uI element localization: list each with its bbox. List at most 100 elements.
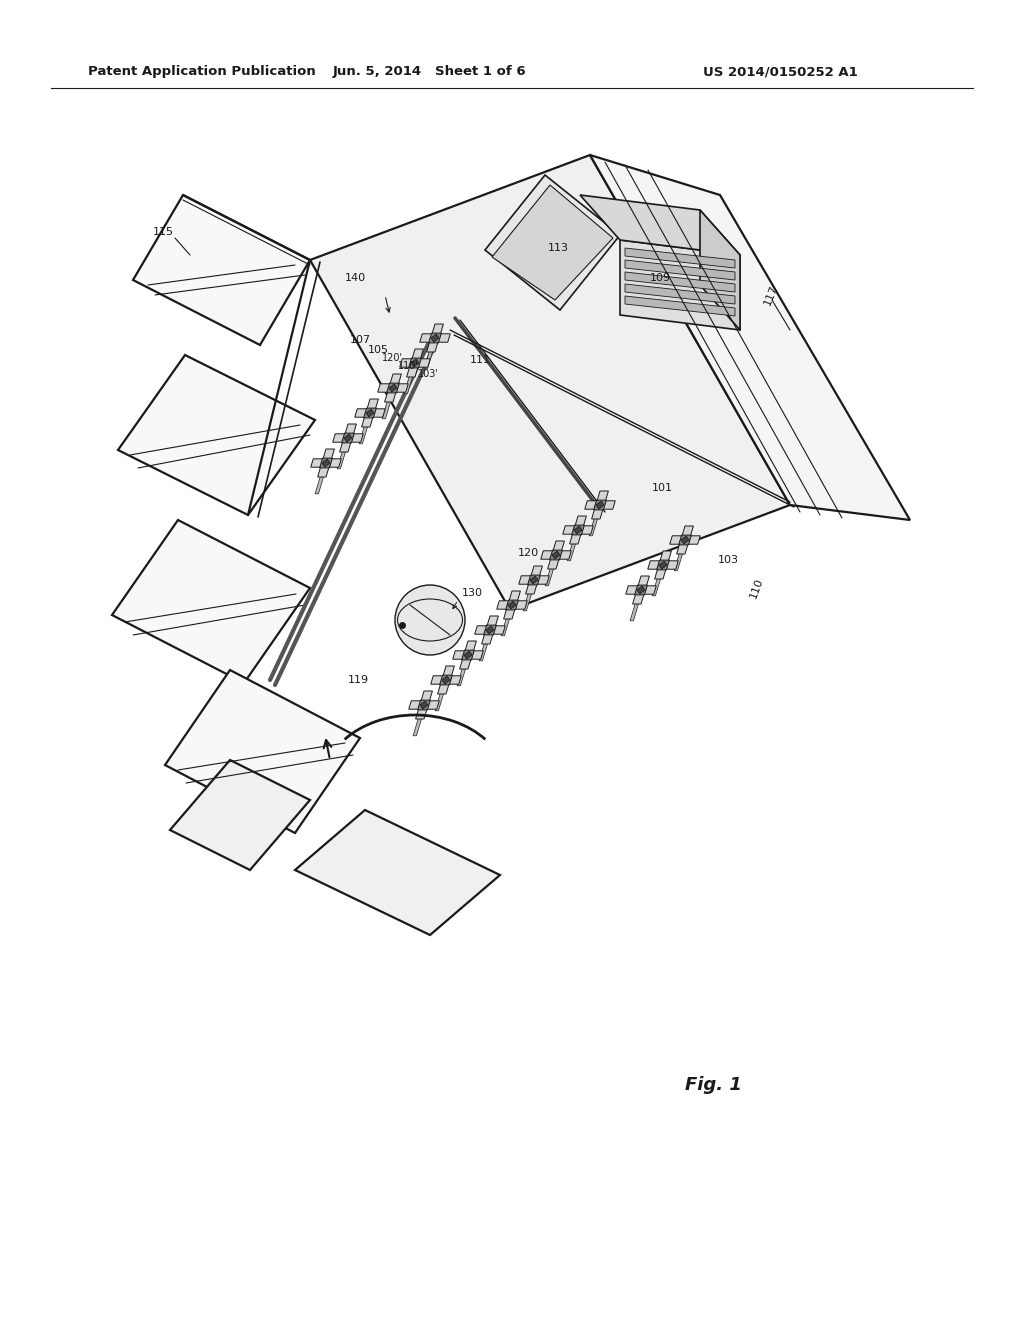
Polygon shape — [399, 359, 430, 367]
Polygon shape — [625, 272, 735, 292]
Polygon shape — [674, 552, 683, 570]
Polygon shape — [333, 434, 364, 442]
Polygon shape — [453, 651, 483, 659]
Polygon shape — [409, 358, 421, 368]
Polygon shape — [407, 348, 423, 378]
Polygon shape — [626, 586, 656, 594]
Polygon shape — [652, 577, 662, 595]
Polygon shape — [439, 675, 453, 685]
Polygon shape — [525, 566, 543, 594]
Text: 109: 109 — [650, 273, 671, 282]
Polygon shape — [416, 690, 432, 719]
Polygon shape — [319, 458, 333, 467]
Polygon shape — [420, 701, 428, 709]
Polygon shape — [364, 408, 377, 418]
Polygon shape — [550, 550, 562, 560]
Polygon shape — [457, 667, 466, 686]
Polygon shape — [585, 500, 615, 510]
Text: 107: 107 — [350, 335, 371, 345]
Polygon shape — [409, 701, 439, 709]
Polygon shape — [492, 185, 613, 300]
Polygon shape — [592, 491, 608, 519]
Polygon shape — [541, 550, 571, 560]
Polygon shape — [625, 284, 735, 304]
Polygon shape — [635, 585, 647, 595]
Polygon shape — [590, 154, 910, 520]
Polygon shape — [620, 240, 740, 330]
Polygon shape — [317, 449, 335, 477]
Polygon shape — [501, 616, 510, 636]
Polygon shape — [485, 176, 620, 310]
Polygon shape — [378, 384, 409, 392]
Text: 111: 111 — [470, 355, 490, 366]
Polygon shape — [594, 500, 606, 510]
Text: 103: 103 — [718, 554, 739, 565]
Text: 113: 113 — [548, 243, 569, 253]
Polygon shape — [654, 550, 672, 579]
Text: 130: 130 — [462, 587, 483, 598]
Polygon shape — [340, 424, 356, 451]
Polygon shape — [659, 561, 667, 569]
Polygon shape — [462, 651, 474, 660]
Polygon shape — [633, 576, 649, 605]
Text: 120': 120' — [382, 352, 403, 363]
Polygon shape — [295, 810, 500, 935]
Polygon shape — [519, 576, 549, 585]
Polygon shape — [648, 561, 678, 569]
Polygon shape — [527, 576, 541, 585]
Polygon shape — [506, 601, 518, 610]
Polygon shape — [483, 626, 497, 635]
Polygon shape — [385, 374, 401, 403]
Polygon shape — [460, 642, 476, 669]
Polygon shape — [435, 692, 444, 710]
Polygon shape — [310, 154, 790, 610]
Text: 103': 103' — [418, 370, 439, 379]
Polygon shape — [567, 541, 577, 561]
Text: Jun. 5, 2014   Sheet 1 of 6: Jun. 5, 2014 Sheet 1 of 6 — [333, 66, 526, 78]
Polygon shape — [429, 333, 441, 343]
Polygon shape — [508, 601, 516, 609]
Polygon shape — [545, 566, 554, 586]
Polygon shape — [700, 210, 740, 330]
Polygon shape — [431, 676, 461, 684]
Polygon shape — [404, 374, 414, 393]
Text: 101: 101 — [652, 483, 673, 492]
Polygon shape — [486, 626, 494, 634]
Polygon shape — [118, 355, 315, 515]
Polygon shape — [574, 527, 582, 533]
Polygon shape — [563, 525, 593, 535]
Polygon shape — [656, 560, 670, 570]
Polygon shape — [681, 536, 689, 544]
Polygon shape — [437, 667, 455, 694]
Polygon shape — [625, 260, 735, 280]
Polygon shape — [552, 550, 560, 558]
Polygon shape — [637, 586, 645, 594]
Polygon shape — [497, 601, 527, 610]
Polygon shape — [679, 535, 691, 545]
Circle shape — [395, 585, 465, 655]
Text: 115: 115 — [153, 227, 173, 238]
Polygon shape — [427, 323, 443, 352]
Text: 110: 110 — [748, 577, 765, 599]
Polygon shape — [344, 434, 352, 442]
Polygon shape — [359, 424, 369, 444]
Polygon shape — [367, 409, 374, 417]
Polygon shape — [481, 616, 499, 644]
Polygon shape — [571, 525, 585, 535]
Polygon shape — [387, 383, 399, 393]
Polygon shape — [133, 195, 310, 345]
Polygon shape — [342, 433, 354, 444]
Polygon shape — [630, 601, 639, 620]
Text: 120: 120 — [518, 548, 539, 558]
Polygon shape — [504, 591, 520, 619]
Polygon shape — [442, 676, 450, 684]
Polygon shape — [670, 536, 700, 544]
Polygon shape — [475, 626, 505, 634]
Text: 110': 110' — [398, 360, 419, 371]
Polygon shape — [523, 591, 532, 611]
Polygon shape — [413, 717, 422, 735]
Polygon shape — [420, 334, 451, 342]
Polygon shape — [418, 700, 430, 710]
Polygon shape — [112, 520, 310, 682]
Polygon shape — [625, 296, 735, 315]
